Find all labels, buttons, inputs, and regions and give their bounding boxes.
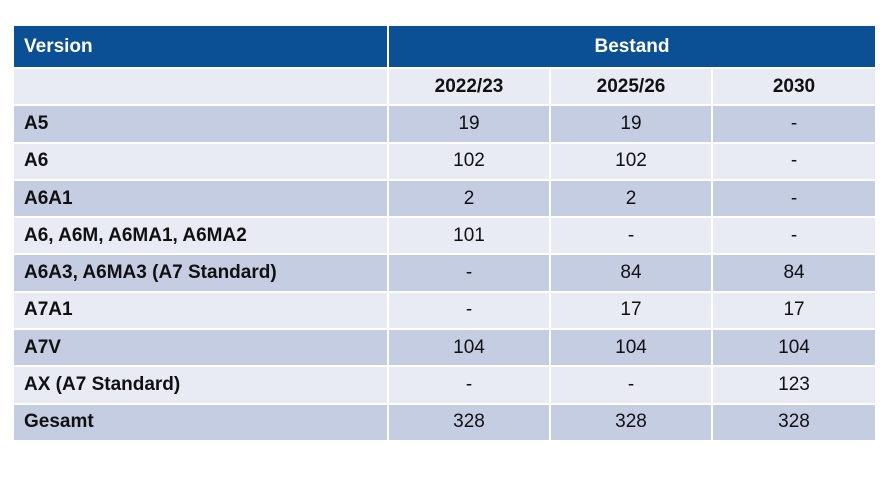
table-cell: 123 [713, 367, 876, 405]
table-cell: - [551, 367, 713, 405]
table-cell: 328 [551, 404, 713, 442]
table-row: A6 102 102 - [14, 143, 876, 181]
table-cell: 101 [389, 218, 551, 256]
year-header: 2030 [713, 69, 876, 107]
year-row: 2022/23 2025/26 2030 [14, 69, 876, 107]
table-cell: 2 [551, 180, 713, 219]
row-label: A6, A6M, A6MA1, A6MA2 [14, 218, 389, 256]
table-row: A6, A6M, A6MA1, A6MA2 101 - - [14, 218, 876, 256]
table-cell: 102 [389, 143, 551, 181]
year-header: 2022/23 [389, 69, 551, 107]
year-row-blank [14, 69, 389, 107]
table-cell: 84 [551, 255, 713, 293]
table-cell: 104 [389, 330, 551, 368]
year-header: 2025/26 [551, 69, 713, 107]
header-bestand: Bestand [389, 26, 876, 69]
table-cell: - [551, 218, 713, 256]
header-version: Version [14, 26, 389, 69]
row-label: A5 [14, 106, 389, 144]
table-row: AX (A7 Standard) - - 123 [14, 367, 876, 405]
table-cell: 104 [713, 330, 876, 368]
table-cell: 328 [389, 404, 551, 442]
table-cell: 102 [551, 143, 713, 181]
row-label: Gesamt [14, 404, 389, 442]
table-cell: 328 [713, 404, 876, 442]
table-cell: - [389, 367, 551, 405]
row-label: A6A1 [14, 180, 389, 219]
table-cell: - [713, 218, 876, 256]
table-row: A5 19 19 - [14, 106, 876, 144]
table-cell: - [713, 143, 876, 181]
table-cell: 19 [389, 106, 551, 144]
table-cell: 17 [713, 292, 876, 331]
bestand-table: Version Bestand 2022/23 2025/26 2030 A5 … [14, 26, 876, 442]
table-row: A7A1 - 17 17 [14, 292, 876, 331]
table-row: A6A1 2 2 - [14, 180, 876, 219]
table-row: A7V 104 104 104 [14, 330, 876, 368]
row-label: A6 [14, 143, 389, 181]
table-row: A6A3, A6MA3 (A7 Standard) - 84 84 [14, 255, 876, 293]
table-cell: 19 [551, 106, 713, 144]
row-label: A7V [14, 330, 389, 368]
table-cell: 2 [389, 180, 551, 219]
table-cell: - [713, 106, 876, 144]
row-label: A7A1 [14, 292, 389, 331]
table-cell: 17 [551, 292, 713, 331]
table-cell: - [389, 292, 551, 331]
row-label: AX (A7 Standard) [14, 367, 389, 405]
table-cell: 104 [551, 330, 713, 368]
total-row: Gesamt 328 328 328 [14, 404, 876, 442]
header-row: Version Bestand [14, 26, 876, 69]
table-cell: - [389, 255, 551, 293]
row-label: A6A3, A6MA3 (A7 Standard) [14, 255, 389, 293]
table-cell: - [713, 180, 876, 219]
table-cell: 84 [713, 255, 876, 293]
